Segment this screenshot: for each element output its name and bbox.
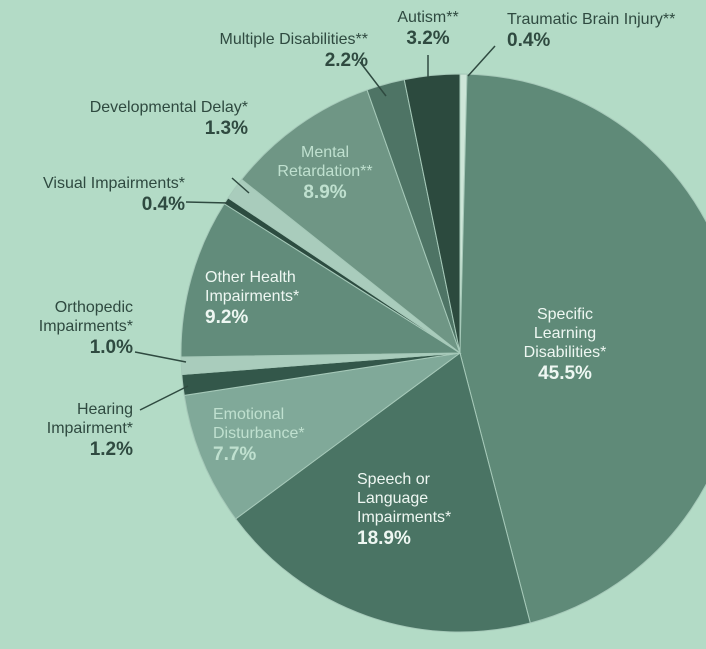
leader-line [134, 351, 187, 363]
leader-line [359, 61, 387, 97]
slice-label: Other Health Impairments* 9.2% [205, 268, 355, 329]
category-label: Emotional Disturbance* [213, 406, 305, 442]
slice-label: Hearing Impairment* 1.2% [0, 400, 133, 461]
slice-label: Multiple Disabilities** 2.2% [100, 30, 369, 72]
slice-label: Speech or Language Impairments* 18.9% [357, 470, 487, 550]
slice-label: Mental Retardation** 8.9% [265, 143, 385, 204]
value-label: 2.2% [324, 50, 368, 71]
slice-label: Visual Impairments* 0.4% [0, 174, 185, 216]
category-label: Orthopedic Impairments* [38, 299, 133, 335]
value-label: 8.9% [303, 182, 347, 203]
value-label: 7.7% [213, 444, 257, 465]
pie-slice [403, 73, 461, 354]
value-label: 9.2% [205, 307, 249, 328]
category-label: Developmental Delay* [89, 99, 248, 116]
category-label: Other Health Impairments* [205, 269, 300, 305]
value-label: 1.2% [89, 439, 133, 460]
value-label: 3.2% [406, 28, 450, 49]
slice-label: Developmental Delay* 1.3% [0, 98, 248, 140]
pie-slice [234, 352, 531, 633]
slice-label: Traumatic Brain Injury** 0.4% [507, 10, 706, 52]
value-label: 0.4% [141, 194, 185, 215]
value-label: 45.5% [538, 363, 592, 384]
pie-slice [459, 73, 706, 624]
category-label: Specific Learning Disabilities* [523, 306, 607, 361]
pie-slice [240, 89, 462, 355]
value-label: 18.9% [357, 528, 411, 549]
slice-label: Emotional Disturbance* 7.7% [213, 405, 343, 466]
category-label: Mental Retardation** [277, 144, 373, 180]
pie-slice [180, 203, 462, 358]
leader-line [185, 201, 230, 204]
category-label: Hearing Impairment* [46, 401, 133, 437]
value-label: 1.0% [89, 337, 133, 358]
value-label: 1.3% [204, 118, 248, 139]
category-label: Visual Impairments* [43, 175, 185, 192]
category-label: Multiple Disabilities** [219, 31, 369, 48]
leader-line [231, 177, 250, 194]
leader-line [467, 45, 496, 77]
pie-slice [183, 352, 461, 520]
leader-line [139, 385, 189, 411]
category-label: Speech or Language Impairments* [357, 471, 452, 526]
category-label: Traumatic Brain Injury** [507, 11, 676, 28]
slice-label: Orthopedic Impairments* 1.0% [0, 298, 133, 359]
category-label: Autism** [397, 9, 459, 26]
pie [180, 73, 706, 633]
value-label: 0.4% [507, 30, 551, 51]
slice-label: Specific Learning Disabilities* 45.5% [505, 305, 625, 385]
slice-label: Autism** 3.2% [378, 8, 478, 50]
